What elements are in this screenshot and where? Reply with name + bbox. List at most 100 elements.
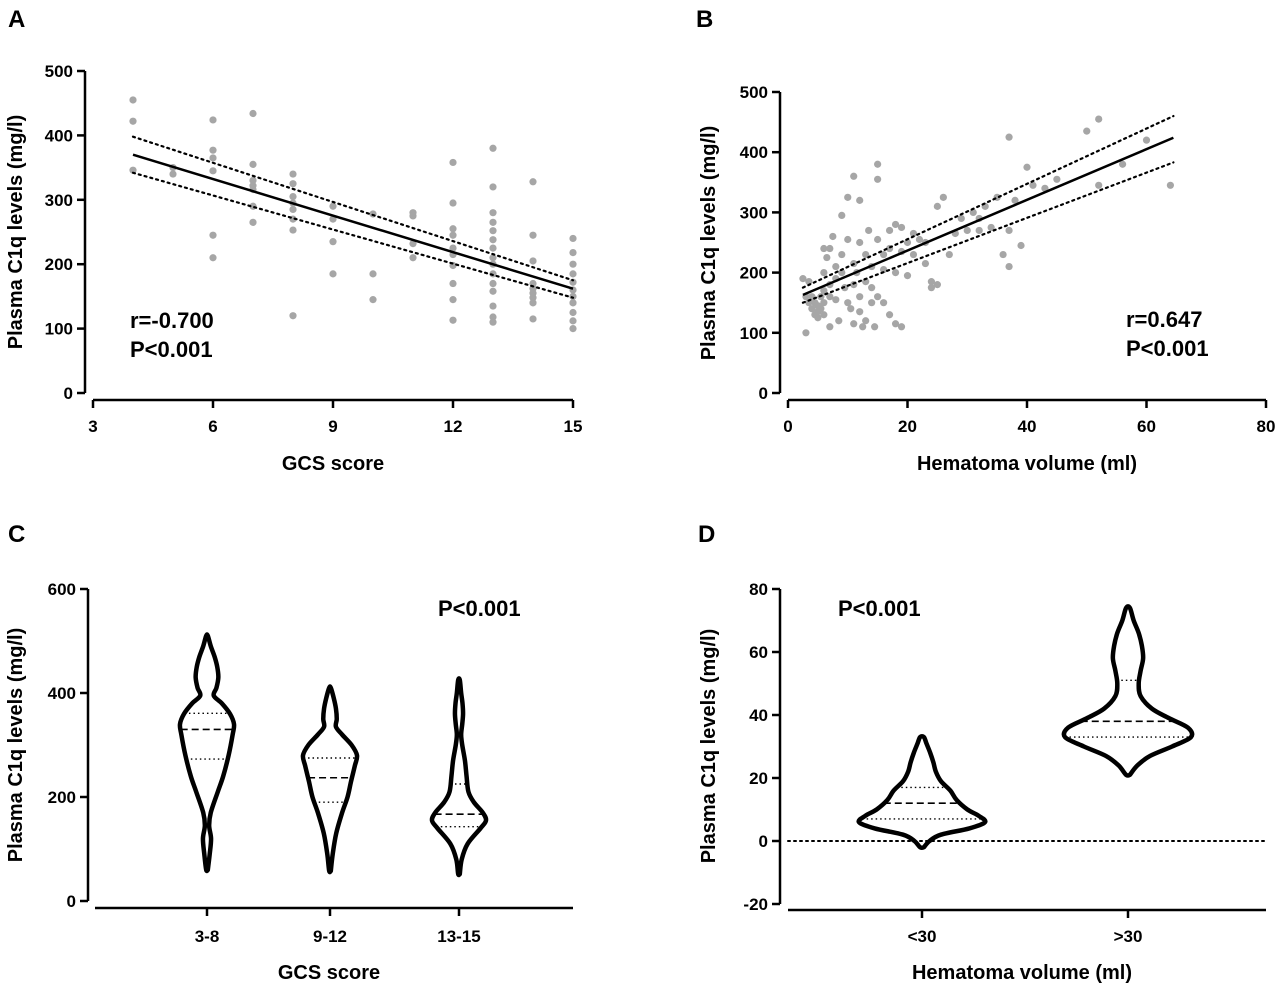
category-label: <30 [908, 927, 937, 946]
ci-lower-line [131, 171, 575, 299]
data-point [802, 329, 810, 337]
data-point [826, 244, 834, 253]
data-point [489, 287, 497, 295]
y-axis-label: Plasma C1q levels (mg/l) [5, 628, 27, 863]
data-point [209, 154, 217, 162]
data-point [1083, 127, 1091, 135]
data-point [874, 175, 882, 183]
data-point [1095, 181, 1103, 189]
data-point [449, 279, 457, 288]
data-point [880, 299, 888, 307]
data-point [909, 250, 918, 259]
data-point [529, 294, 537, 302]
data-point [814, 314, 822, 322]
data-point [957, 214, 965, 223]
data-point [885, 311, 894, 319]
data-point [880, 265, 888, 274]
y-tick-label: 60 [749, 643, 768, 662]
data-point [1011, 196, 1019, 204]
data-point [1119, 160, 1127, 168]
ci-lower-line [801, 161, 1175, 304]
x-tick-label: 6 [208, 417, 217, 436]
y-axis-label: Plasma C1q levels (mg/l) [5, 115, 27, 350]
data-point [329, 270, 337, 278]
data-point [209, 146, 217, 154]
stat-annotation: P<0.001 [130, 337, 213, 362]
violin-outline [856, 734, 988, 851]
data-point [489, 209, 497, 217]
data-point [569, 325, 577, 333]
panel-d: D -20 0 20 40 60 80 Plasma C1q levels (mg/l) <30… [698, 521, 1267, 984]
y-tick-label: 200 [45, 255, 73, 274]
data-point [933, 202, 941, 210]
data-point [844, 193, 852, 201]
x-axis-label: GCS score [278, 962, 380, 984]
data-point [289, 180, 297, 188]
data-point [1053, 175, 1061, 183]
data-point [847, 305, 855, 313]
x-tick-label: 9 [328, 417, 337, 436]
stat-annotation: P<0.001 [1126, 336, 1209, 361]
data-point [838, 269, 846, 277]
data-point [209, 231, 217, 239]
x-tick-label: 60 [1137, 417, 1156, 436]
panel-label: D [698, 521, 715, 548]
y-tick-label: -20 [743, 895, 768, 914]
x-tick-label: 12 [444, 417, 463, 436]
stat-annotation: r=-0.700 [130, 308, 214, 333]
y-tick-label: 100 [740, 324, 768, 343]
data-point [529, 299, 537, 307]
data-point [969, 208, 977, 216]
data-point [844, 299, 852, 307]
data-point [921, 259, 930, 268]
stat-annotation: P<0.001 [438, 596, 521, 621]
data-point [1005, 133, 1013, 141]
data-point [369, 270, 377, 278]
data-point [874, 160, 882, 168]
data-point [933, 281, 941, 289]
data-point [999, 250, 1007, 259]
data-point [569, 292, 577, 300]
data-point [489, 318, 497, 326]
data-point [859, 323, 867, 331]
data-point [826, 293, 834, 301]
data-point [871, 323, 879, 331]
data-point [249, 109, 257, 118]
regression-line [132, 153, 574, 290]
data-point [868, 299, 876, 307]
data-point [329, 238, 337, 246]
y-tick-label: 0 [759, 384, 768, 403]
y-axis-label: Plasma C1q levels (mg/l) [698, 629, 720, 864]
data-point [820, 287, 828, 295]
data-point [529, 315, 537, 323]
y-tick-label: 40 [749, 706, 768, 725]
data-point [862, 250, 870, 259]
y-tick-label: 0 [759, 832, 768, 851]
y-tick-label: 400 [740, 143, 768, 162]
data-point [569, 299, 577, 307]
data-point [897, 223, 906, 232]
data-point [249, 176, 257, 185]
x-tick-label: 20 [898, 417, 917, 436]
data-point [865, 226, 873, 235]
data-point [329, 202, 337, 210]
y-tick-label: 500 [740, 83, 768, 102]
category-label: 13-15 [437, 927, 480, 946]
y-tick-label: 100 [45, 320, 73, 339]
data-point [529, 178, 537, 186]
data-point [489, 227, 497, 235]
data-point [826, 323, 834, 331]
data-point [808, 305, 816, 313]
stat-annotation: P<0.001 [838, 596, 921, 621]
x-axis-label: Hematoma volume (ml) [912, 962, 1132, 984]
data-point [289, 312, 297, 320]
data-point [1166, 181, 1174, 189]
data-point [209, 167, 217, 175]
data-point [409, 254, 417, 262]
data-point [891, 320, 900, 328]
data-point [289, 170, 297, 178]
data-point [449, 316, 457, 324]
data-point [449, 244, 457, 252]
